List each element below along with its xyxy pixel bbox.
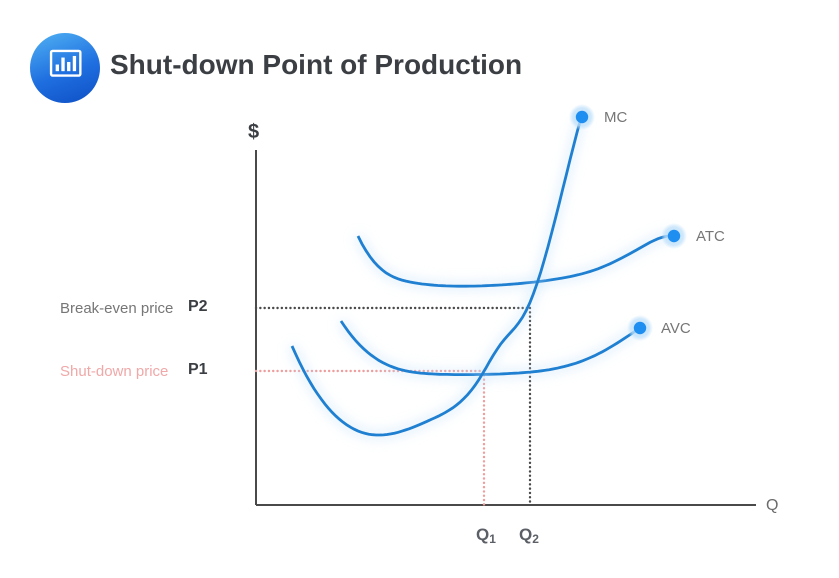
svg-text:MC: MC [604,109,627,126]
svg-text:Q: Q [766,497,778,514]
svg-text:ATC: ATC [696,228,725,245]
svg-text:Q2: Q2 [519,525,539,546]
svg-text:AVC: AVC [661,320,691,337]
svg-text:$: $ [248,121,259,143]
svg-text:Q1: Q1 [476,525,496,546]
